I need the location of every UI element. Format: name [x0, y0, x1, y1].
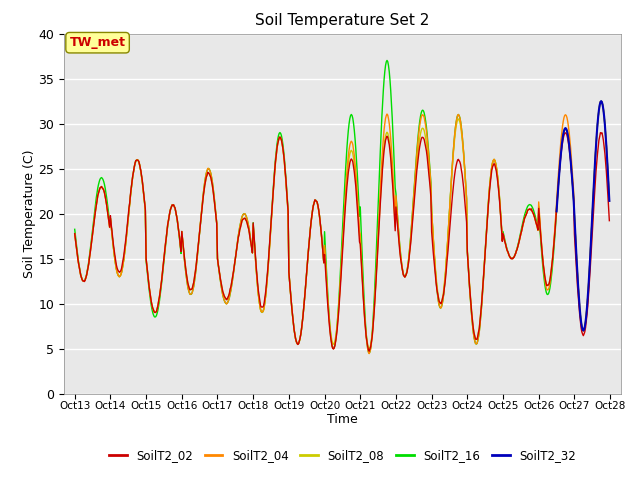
SoilT2_04: [71, 231, 79, 237]
SoilT2_02: [423, 154, 431, 160]
SoilT2_02: [81, 279, 88, 285]
Line: SoilT2_08: SoilT2_08: [75, 101, 609, 349]
SoilT2_16: [383, 58, 391, 63]
SoilT2_04: [605, 198, 613, 204]
SoilT2_02: [136, 161, 143, 167]
SoilT2_04: [365, 351, 373, 357]
SoilT2_04: [218, 288, 226, 293]
SoilT2_08: [365, 346, 373, 352]
SoilT2_08: [71, 231, 79, 237]
SoilT2_16: [365, 350, 373, 356]
SoilT2_32: [605, 198, 613, 204]
SoilT2_16: [424, 140, 432, 145]
SoilT2_08: [218, 284, 226, 290]
Line: SoilT2_16: SoilT2_16: [75, 60, 609, 353]
X-axis label: Time: Time: [327, 413, 358, 426]
SoilT2_16: [71, 227, 79, 232]
SoilT2_04: [136, 161, 143, 167]
SoilT2_02: [596, 130, 604, 135]
SoilT2_08: [605, 198, 613, 204]
Line: SoilT2_32: SoilT2_32: [557, 101, 609, 331]
SoilT2_16: [605, 198, 613, 204]
SoilT2_16: [218, 288, 226, 293]
SoilT2_02: [218, 284, 226, 290]
SoilT2_04: [423, 135, 431, 141]
Title: Soil Temperature Set 2: Soil Temperature Set 2: [255, 13, 429, 28]
SoilT2_02: [71, 231, 79, 237]
SoilT2_08: [190, 279, 198, 285]
SoilT2_16: [81, 278, 88, 284]
SoilT2_08: [136, 161, 143, 167]
Y-axis label: Soil Temperature (C): Soil Temperature (C): [22, 149, 36, 278]
SoilT2_02: [605, 218, 613, 224]
SoilT2_16: [190, 283, 198, 289]
SoilT2_08: [81, 278, 88, 284]
SoilT2_08: [408, 228, 415, 234]
SoilT2_08: [423, 147, 431, 153]
SoilT2_16: [136, 161, 143, 167]
Text: TW_met: TW_met: [70, 36, 125, 49]
SoilT2_04: [408, 224, 415, 229]
SoilT2_04: [81, 278, 88, 284]
SoilT2_02: [365, 348, 373, 354]
SoilT2_02: [408, 230, 415, 236]
SoilT2_04: [190, 284, 198, 289]
SoilT2_04: [596, 99, 604, 105]
SoilT2_02: [190, 280, 198, 286]
SoilT2_16: [408, 212, 416, 218]
Line: SoilT2_02: SoilT2_02: [75, 132, 609, 351]
SoilT2_08: [597, 98, 605, 104]
Line: SoilT2_04: SoilT2_04: [75, 102, 609, 354]
Legend: SoilT2_02, SoilT2_04, SoilT2_08, SoilT2_16, SoilT2_32: SoilT2_02, SoilT2_04, SoilT2_08, SoilT2_…: [104, 444, 580, 467]
